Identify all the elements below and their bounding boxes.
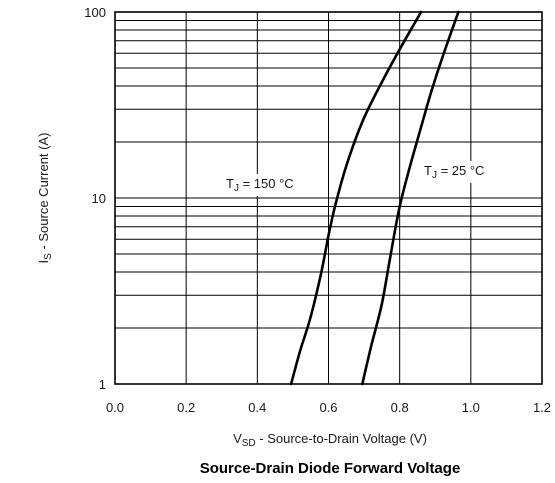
chart-title: Source-Drain Diode Forward Voltage [200,460,461,477]
series-line-1 [361,10,460,386]
x-tick-label: 0.0 [106,400,124,415]
x-tick-label: 0.6 [319,400,337,415]
x-tick-label: 0.2 [177,400,195,415]
x-tick-label: 0.8 [391,400,409,415]
grid [115,12,542,384]
series-label-tj-25: TJ = 25 °C [424,163,484,181]
curves [289,10,460,386]
x-tick-label: 0.4 [248,400,266,415]
x-axis-title: VSD - Source-to-Drain Voltage (V) [233,431,427,449]
series-label-tj-150: TJ = 150 °C [226,176,294,194]
x-tick-label: 1.2 [533,400,551,415]
tick-labels: 0.0 0.2 0.4 0.6 0.8 1.0 1.2 1 10 100 [84,5,551,415]
y-tick-label: 100 [84,5,106,20]
y-axis-title: IS - Source Current (A) [36,133,54,264]
y-tick-label: 10 [92,191,106,206]
series-line-0 [289,10,423,386]
series-label-bg [222,174,298,196]
y-tick-label: 1 [99,377,106,392]
plot-frame [114,11,543,385]
series-label-bg [420,161,489,183]
x-tick-label: 1.0 [462,400,480,415]
